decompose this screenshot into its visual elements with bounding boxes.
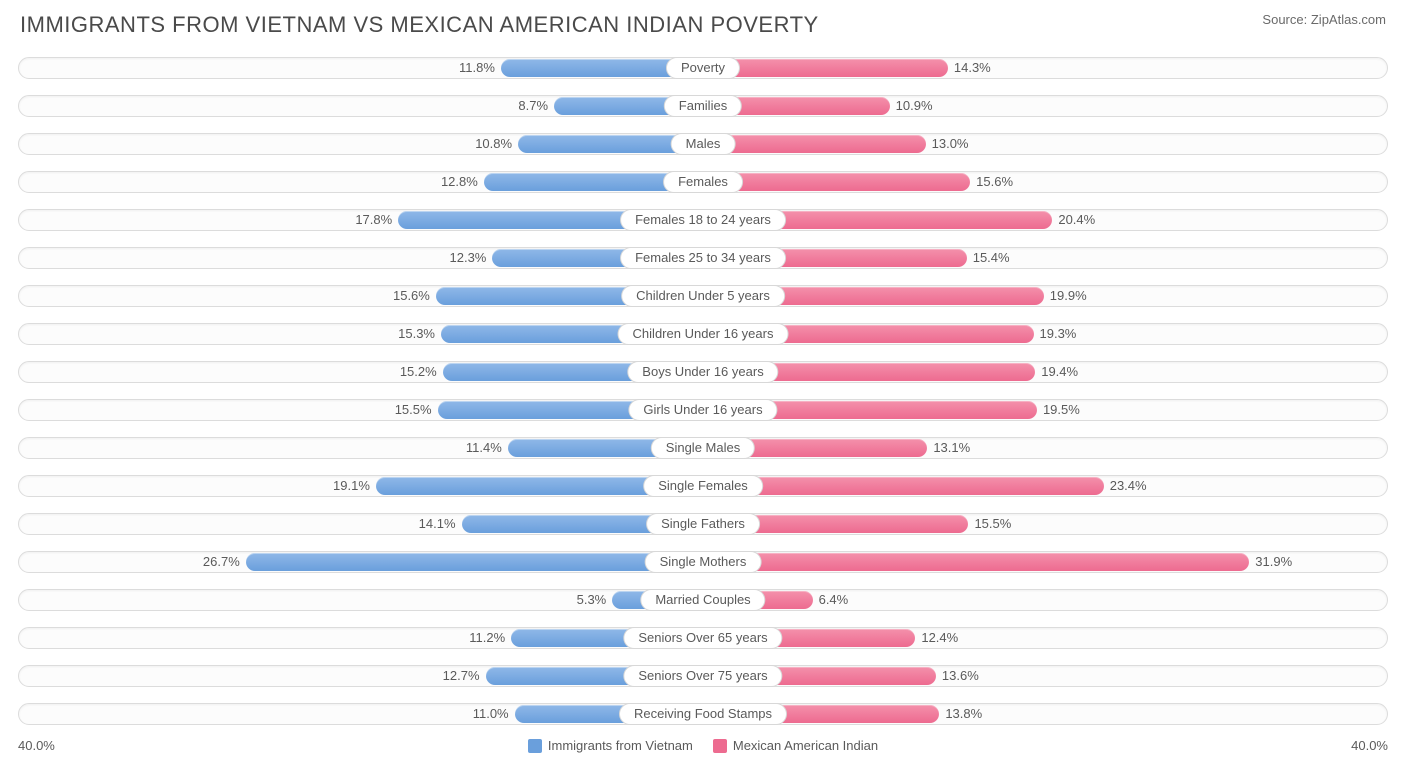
value-right: 20.4% xyxy=(1058,211,1095,229)
chart-row: 26.7% 31.9% Single Mothers xyxy=(18,544,1388,578)
value-right: 13.6% xyxy=(942,667,979,685)
value-right: 13.0% xyxy=(932,135,969,153)
chart-header: IMMIGRANTS FROM VIETNAM VS MEXICAN AMERI… xyxy=(0,0,1406,46)
legend: Immigrants from Vietnam Mexican American… xyxy=(528,738,878,753)
category-label: Girls Under 16 years xyxy=(628,399,777,421)
value-left: 11.0% xyxy=(473,705,509,723)
value-right: 12.4% xyxy=(921,629,958,647)
value-left: 15.3% xyxy=(398,325,435,343)
chart-row: 11.4% 13.1% Single Males xyxy=(18,430,1388,464)
value-right: 31.9% xyxy=(1255,553,1292,571)
value-left: 8.7% xyxy=(518,97,548,115)
axis-max-left: 40.0% xyxy=(18,738,55,753)
value-left: 11.4% xyxy=(466,439,502,457)
value-left: 15.2% xyxy=(400,363,437,381)
chart-row: 15.6% 19.9% Children Under 5 years xyxy=(18,278,1388,312)
category-label: Seniors Over 75 years xyxy=(623,665,782,687)
value-left: 10.8% xyxy=(475,135,512,153)
chart-row: 11.0% 13.8% Receiving Food Stamps xyxy=(18,696,1388,730)
category-label: Single Fathers xyxy=(646,513,760,535)
value-left: 12.8% xyxy=(441,173,478,191)
category-label: Poverty xyxy=(666,57,740,79)
legend-label-left: Immigrants from Vietnam xyxy=(548,738,693,753)
legend-label-right: Mexican American Indian xyxy=(733,738,878,753)
bar-right xyxy=(703,553,1249,571)
category-label: Receiving Food Stamps xyxy=(619,703,787,725)
category-label: Boys Under 16 years xyxy=(627,361,778,383)
value-right: 15.4% xyxy=(973,249,1010,267)
chart-row: 15.2% 19.4% Boys Under 16 years xyxy=(18,354,1388,388)
category-label: Seniors Over 65 years xyxy=(623,627,782,649)
value-right: 13.1% xyxy=(933,439,970,457)
value-left: 26.7% xyxy=(203,553,240,571)
chart-title: IMMIGRANTS FROM VIETNAM VS MEXICAN AMERI… xyxy=(20,12,819,38)
source-name: ZipAtlas.com xyxy=(1311,12,1386,27)
category-label: Single Mothers xyxy=(645,551,762,573)
bar-right xyxy=(703,135,926,153)
value-left: 14.1% xyxy=(419,515,456,533)
chart-row: 19.1% 23.4% Single Females xyxy=(18,468,1388,502)
bar-right xyxy=(703,173,970,191)
category-label: Children Under 16 years xyxy=(618,323,789,345)
legend-swatch-right xyxy=(713,739,727,753)
chart-footer: 40.0% Immigrants from Vietnam Mexican Am… xyxy=(0,734,1406,753)
category-label: Females xyxy=(663,171,743,193)
value-right: 15.6% xyxy=(976,173,1013,191)
value-left: 19.1% xyxy=(333,477,370,495)
legend-swatch-left xyxy=(528,739,542,753)
value-right: 10.9% xyxy=(896,97,933,115)
value-right: 6.4% xyxy=(819,591,849,609)
value-left: 17.8% xyxy=(355,211,392,229)
chart-row: 8.7% 10.9% Families xyxy=(18,88,1388,122)
value-left: 5.3% xyxy=(577,591,607,609)
value-right: 15.5% xyxy=(974,515,1011,533)
category-label: Females 18 to 24 years xyxy=(620,209,786,231)
category-label: Single Females xyxy=(643,475,763,497)
value-right: 23.4% xyxy=(1110,477,1147,495)
category-label: Married Couples xyxy=(640,589,765,611)
value-left: 12.7% xyxy=(443,667,480,685)
chart-source: Source: ZipAtlas.com xyxy=(1262,12,1386,27)
value-left: 11.8% xyxy=(459,59,495,77)
value-right: 19.3% xyxy=(1040,325,1077,343)
value-right: 19.5% xyxy=(1043,401,1080,419)
value-right: 14.3% xyxy=(954,59,991,77)
chart-row: 11.8% 14.3% Poverty xyxy=(18,50,1388,84)
chart-row: 12.3% 15.4% Females 25 to 34 years xyxy=(18,240,1388,274)
chart-row: 5.3% 6.4% Married Couples xyxy=(18,582,1388,616)
category-label: Families xyxy=(664,95,742,117)
value-right: 13.8% xyxy=(945,705,982,723)
chart-row: 12.7% 13.6% Seniors Over 75 years xyxy=(18,658,1388,692)
axis-max-right: 40.0% xyxy=(1351,738,1388,753)
category-label: Single Males xyxy=(651,437,755,459)
chart-row: 15.3% 19.3% Children Under 16 years xyxy=(18,316,1388,350)
chart-row: 14.1% 15.5% Single Fathers xyxy=(18,506,1388,540)
value-left: 15.5% xyxy=(395,401,432,419)
chart-row: 12.8% 15.6% Females xyxy=(18,164,1388,198)
category-label: Males xyxy=(671,133,736,155)
value-left: 12.3% xyxy=(450,249,487,267)
chart-row: 10.8% 13.0% Males xyxy=(18,126,1388,160)
chart-row: 11.2% 12.4% Seniors Over 65 years xyxy=(18,620,1388,654)
legend-item-right: Mexican American Indian xyxy=(713,738,878,753)
source-label: Source: xyxy=(1262,12,1307,27)
value-left: 15.6% xyxy=(393,287,430,305)
category-label: Females 25 to 34 years xyxy=(620,247,786,269)
bar-left xyxy=(246,553,703,571)
bar-right xyxy=(703,477,1104,495)
legend-item-left: Immigrants from Vietnam xyxy=(528,738,693,753)
chart-row: 15.5% 19.5% Girls Under 16 years xyxy=(18,392,1388,426)
value-left: 11.2% xyxy=(469,629,505,647)
value-right: 19.9% xyxy=(1050,287,1087,305)
value-right: 19.4% xyxy=(1041,363,1078,381)
chart-row: 17.8% 20.4% Females 18 to 24 years xyxy=(18,202,1388,236)
category-label: Children Under 5 years xyxy=(621,285,785,307)
chart-area: 11.8%14.3%Poverty8.7%10.9%Families10.8%1… xyxy=(0,46,1406,730)
